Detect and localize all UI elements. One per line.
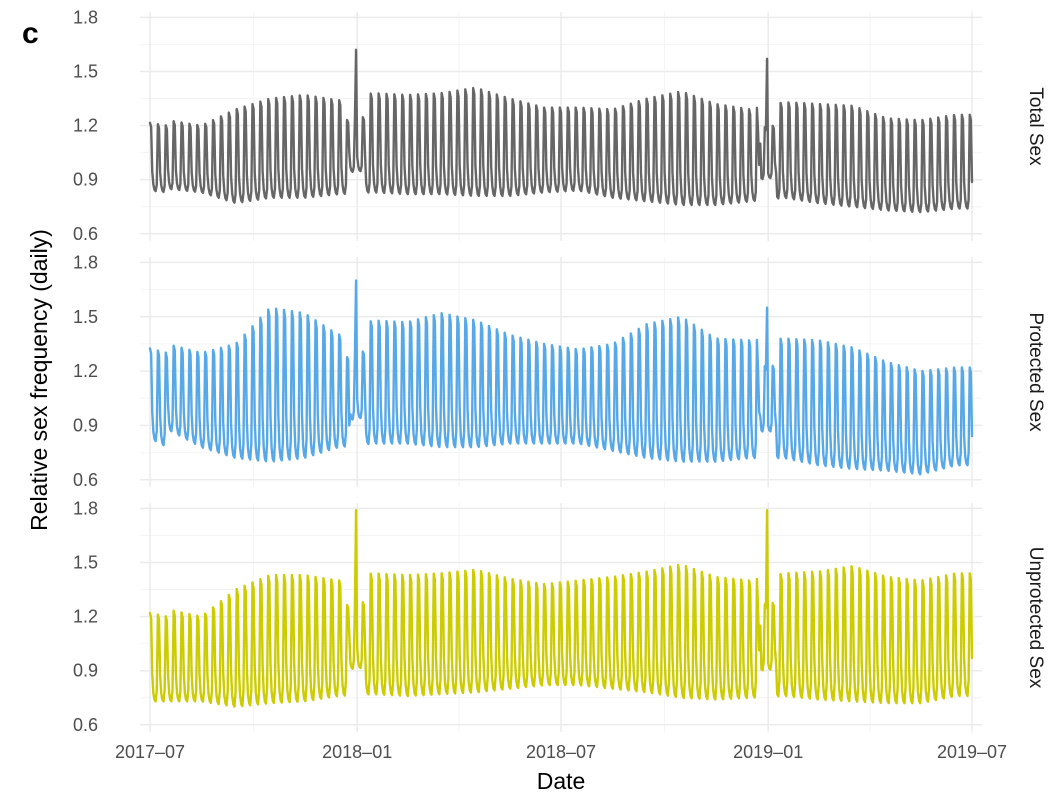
x-tick-label: 2019–01 xyxy=(733,742,803,762)
y-tick-label: 1.5 xyxy=(73,553,98,573)
x-tick-label: 2019–07 xyxy=(937,742,1007,762)
x-tick-label: 2018–07 xyxy=(526,742,596,762)
y-tick-label: 1.5 xyxy=(73,62,98,82)
facet-strip-label: Total Sex xyxy=(1025,87,1046,166)
y-tick-label: 1.2 xyxy=(73,361,98,381)
facet-strip-label: Unprotected Sex xyxy=(1025,547,1046,689)
y-tick-label: 0.6 xyxy=(73,224,98,244)
series-line xyxy=(148,509,974,708)
y-tick-label: 0.9 xyxy=(73,415,98,435)
facet-strip-label: Protected Sex xyxy=(1025,312,1046,432)
panel-letter: c xyxy=(22,17,39,50)
series-line xyxy=(148,279,974,476)
y-tick-label: 0.9 xyxy=(73,661,98,681)
facet-panel: 0.6 0.9 1.2 1.5 1.8 Unprotected Sex xyxy=(73,498,1046,734)
y-tick-label: 0.9 xyxy=(73,170,98,190)
facet-panel: 0.6 0.9 1.2 1.5 1.8 Total Sex xyxy=(73,7,1046,243)
y-tick-label: 1.2 xyxy=(73,607,98,627)
y-tick-label: 1.5 xyxy=(73,307,98,327)
y-tick-label: 1.8 xyxy=(73,252,98,272)
y-tick-label: 0.6 xyxy=(73,715,98,735)
y-tick-label: 1.8 xyxy=(73,7,98,27)
x-axis-title: Date xyxy=(537,768,586,794)
x-tick-label: 2018–01 xyxy=(322,742,392,762)
series-line xyxy=(148,48,974,214)
y-tick-label: 0.6 xyxy=(73,470,98,490)
y-tick-label: 1.2 xyxy=(73,116,98,136)
x-axis: 2017–07 2018–01 2018–07 2019–01 2019–07 xyxy=(115,742,1007,762)
y-tick-label: 1.8 xyxy=(73,498,98,518)
facet-panels: 0.6 0.9 1.2 1.5 1.8 Total Sex 0.6 0.9 1.2 1.5 1.8 P… xyxy=(73,7,1046,734)
x-tick-label: 2017–07 xyxy=(115,742,185,762)
facet-panel: 0.6 0.9 1.2 1.5 1.8 Protected Sex xyxy=(73,252,1046,489)
y-axis-title: Relative sex frequency (daily) xyxy=(26,229,52,531)
